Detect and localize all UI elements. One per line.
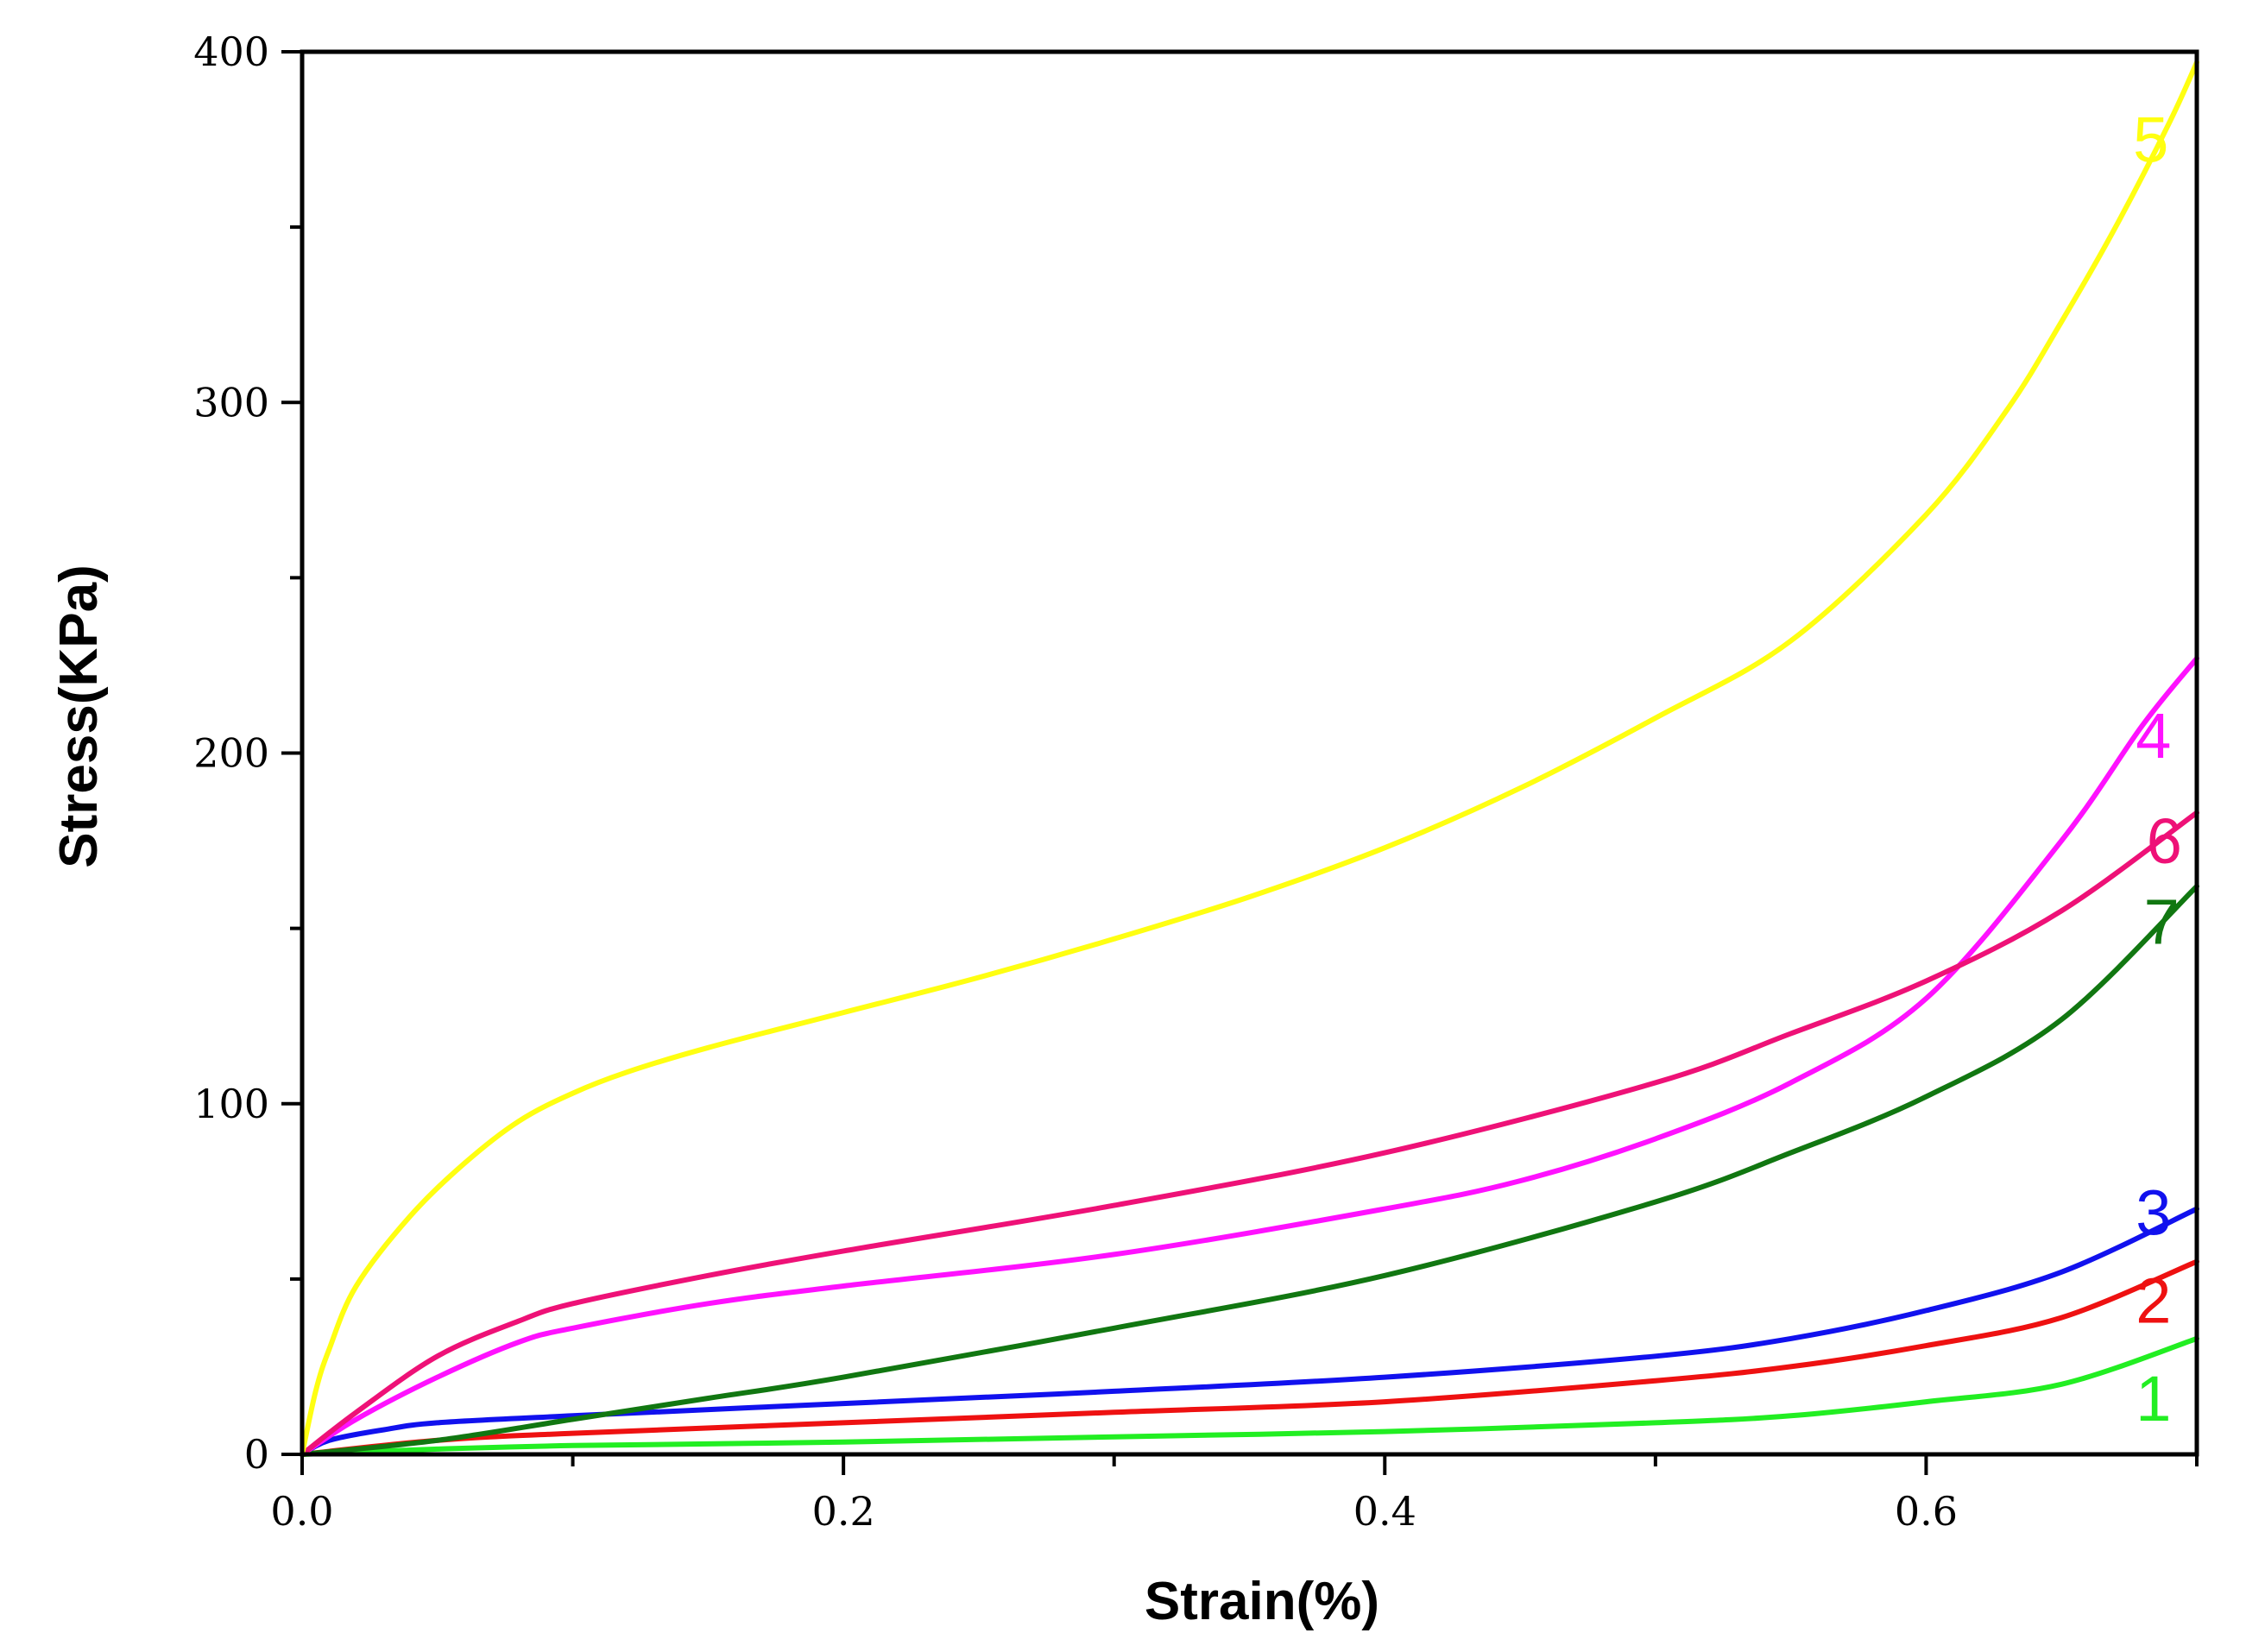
- series-line-5: [300, 60, 2199, 1457]
- y-tick-label-0: 0: [244, 1431, 269, 1478]
- x-tick-label-3: 0.6: [1895, 1488, 1958, 1535]
- y-tick-label-2: 200: [193, 730, 269, 777]
- y-axis-title: Stress(KPa): [49, 564, 109, 867]
- y-tick-label-1: 100: [193, 1081, 269, 1127]
- x-tick-label-2: 0.4: [1353, 1488, 1416, 1535]
- series-line-7: [300, 883, 2199, 1457]
- series-label-5: 5: [2133, 104, 2168, 176]
- series-line-4: [300, 655, 2199, 1457]
- series-line-1: [300, 1335, 2199, 1457]
- series-label-7: 7: [2144, 886, 2180, 958]
- series-labels: 1 2 3 7 4 6 5: [2133, 104, 2182, 1434]
- series-label-1: 1: [2136, 1363, 2171, 1434]
- x-tick-label-0: 0.0: [270, 1488, 333, 1535]
- series-line-3: [300, 1206, 2199, 1457]
- series-label-6: 6: [2147, 805, 2182, 877]
- series-label-2: 2: [2136, 1264, 2171, 1336]
- plot-area-frame: [300, 49, 2199, 1457]
- y-tick-label-4: 400: [193, 28, 269, 75]
- series-line-6: [300, 810, 2199, 1457]
- series-label-3: 3: [2136, 1177, 2171, 1249]
- x-axis-title: Strain(%): [1145, 1572, 1379, 1631]
- x-tick-label-1: 0.2: [812, 1488, 875, 1535]
- series-line-2: [300, 1258, 2199, 1457]
- axis-ticks: 0.0 0.2 0.4 0.6 0 100 200 300 400: [193, 28, 2199, 1535]
- series-layer: [300, 60, 2199, 1457]
- series-label-4: 4: [2136, 700, 2171, 772]
- y-tick-label-3: 300: [193, 379, 269, 426]
